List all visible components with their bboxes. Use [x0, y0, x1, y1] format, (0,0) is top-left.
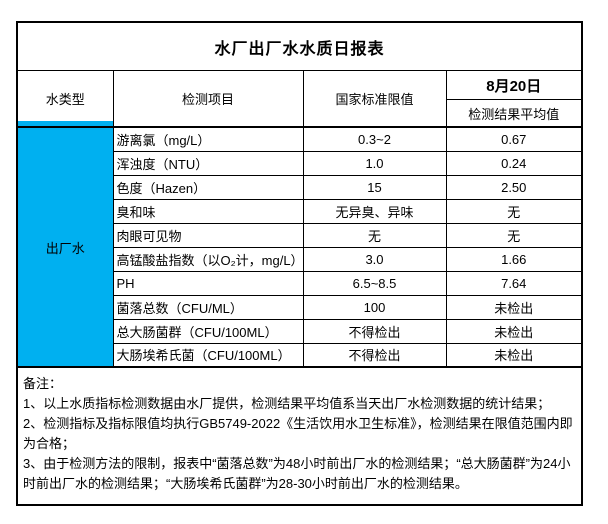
notes-section: 备注： 1、以上水质指标检测数据由水厂提供，检测结果平均值系当天出厂水检测数据的… [16, 366, 583, 506]
result-cell: 2.50 [445, 174, 583, 200]
item-cell: PH [112, 270, 304, 296]
table-row: 浑浊度（NTU） 1.0 0.24 [17, 150, 583, 176]
limit-cell: 无 [302, 222, 447, 248]
title-row: 水厂出厂水水质日报表 [16, 21, 583, 71]
item-cell: 浑浊度（NTU） [112, 150, 304, 176]
header-date: 8月20日 [445, 70, 583, 100]
limit-cell: 6.5~8.5 [302, 270, 447, 296]
note-line: 2、检测指标及指标限值均执行GB5749-2022《生活饮用水卫生标准》，检测结… [23, 416, 573, 451]
item-cell: 臭和味 [112, 198, 304, 224]
limit-cell: 3.0 [302, 246, 447, 272]
item-cell: 色度（Hazen） [112, 174, 304, 200]
result-cell: 无 [445, 222, 583, 248]
limit-cell: 15 [302, 174, 447, 200]
item-cell: 肉眼可见物 [112, 222, 304, 248]
note-line: 3、由于检测方法的限制，报表中“菌落总数”为48小时前出厂水的检测结果；“总大肠… [23, 456, 571, 491]
result-cell: 1.66 [445, 246, 583, 272]
item-cell: 游离氯（mg/L） [112, 126, 304, 152]
limit-cell: 1.0 [302, 150, 447, 176]
result-cell: 0.67 [445, 126, 583, 152]
item-cell: 大肠埃希氏菌（CFU/100ML） [112, 342, 304, 368]
daily-water-quality-report: 水厂出厂水水质日报表 水类型 检测项目 国家标准限值 8月20日 检测结果平均值… [16, 21, 584, 506]
table-row: 色度（Hazen） 15 2.50 [17, 174, 583, 200]
table-row: 菌落总数（CFU/ML） 100 未检出 [17, 294, 583, 320]
notes-heading: 备注： [23, 376, 63, 391]
item-cell: 总大肠菌群（CFU/100ML） [112, 318, 304, 344]
table-row: 总大肠菌群（CFU/100ML） 不得检出 未检出 [17, 318, 583, 344]
header-limit: 国家标准限值 [302, 70, 447, 128]
table-row: 出厂水 游离氯（mg/L） 0.3~2 0.67 [16, 126, 583, 368]
report-title: 水厂出厂水水质日报表 [16, 21, 583, 71]
report-table: 水厂出厂水水质日报表 水类型 检测项目 国家标准限值 8月20日 检测结果平均值… [16, 21, 584, 506]
notes-row: 备注： 1、以上水质指标检测数据由水厂提供，检测结果平均值系当天出厂水检测数据的… [16, 366, 583, 506]
limit-cell: 0.3~2 [302, 126, 447, 152]
result-cell: 未检出 [445, 342, 583, 368]
result-cell: 7.64 [445, 270, 583, 296]
table-row: PH 6.5~8.5 7.64 [17, 270, 583, 296]
table-row: 高锰酸盐指数（以O₂计，mg/L） 3.0 1.66 [17, 246, 583, 272]
limit-cell: 无异臭、异味 [302, 198, 447, 224]
header-subrow: 检测结果平均值 [17, 99, 583, 128]
result-cell: 无 [445, 198, 583, 224]
header-water-type: 水类型 [16, 70, 114, 128]
header-row: 水类型 检测项目 国家标准限值 8月20日 [16, 70, 583, 128]
header-result-average: 检测结果平均值 [445, 99, 583, 128]
table-row: 臭和味 无异臭、异味 无 [17, 198, 583, 224]
limit-cell: 不得检出 [302, 318, 447, 344]
water-type-value-cell: 出厂水 [16, 126, 114, 368]
result-cell: 未检出 [445, 294, 583, 320]
limit-cell: 不得检出 [302, 342, 447, 368]
result-cell: 未检出 [445, 318, 583, 344]
item-cell: 菌落总数（CFU/ML） [112, 294, 304, 320]
item-cell: 高锰酸盐指数（以O₂计，mg/L） [112, 246, 304, 272]
table-row: 大肠埃希氏菌（CFU/100ML） 不得检出 未检出 [17, 342, 583, 368]
note-line: 1、以上水质指标检测数据由水厂提供，检测结果平均值系当天出厂水检测数据的统计结果… [23, 396, 551, 411]
header-water-type-label: 水类型 [45, 92, 85, 107]
result-cell: 0.24 [445, 150, 583, 176]
table-row: 肉眼可见物 无 无 [17, 222, 583, 248]
cyan-accent-strip [18, 121, 112, 126]
header-item: 检测项目 [112, 70, 304, 128]
limit-cell: 100 [302, 294, 447, 320]
